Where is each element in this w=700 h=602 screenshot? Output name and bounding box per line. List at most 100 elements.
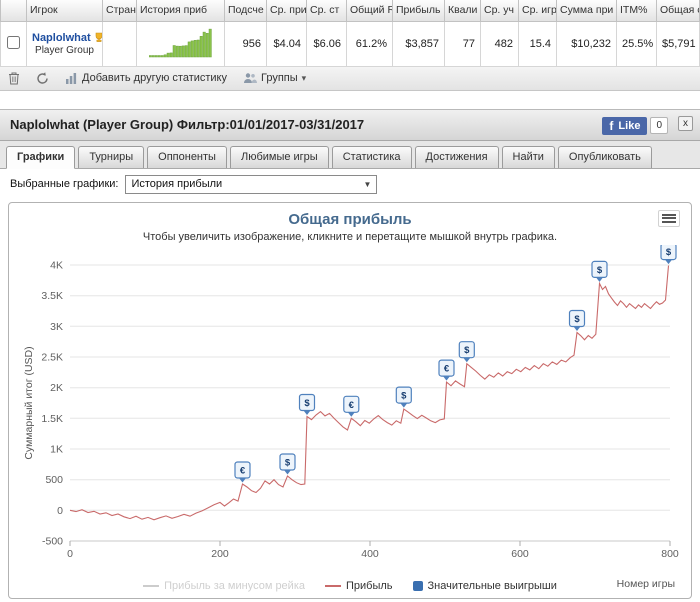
refresh-button[interactable] (36, 71, 49, 85)
svg-text:200: 200 (211, 548, 229, 560)
tab-favorite-games[interactable]: Любимые игры (229, 145, 329, 168)
svg-text:-500: -500 (42, 535, 63, 547)
delete-button[interactable] (8, 72, 20, 85)
panel-header: Naplolwhat (Player Group) Фильтр:01/01/2… (0, 108, 700, 141)
column-header-avg-profit[interactable]: Ср. при (266, 0, 307, 22)
svg-text:4K: 4K (50, 259, 63, 271)
column-header-avg-games[interactable]: Ср. игр (518, 0, 557, 22)
svg-text:$: $ (574, 314, 580, 325)
tab-achievements[interactable]: Достижения (414, 145, 499, 168)
profit-history-cell (136, 20, 225, 67)
country-cell (102, 20, 137, 67)
svg-text:$: $ (597, 264, 603, 275)
column-header-total[interactable]: Общая с (656, 0, 700, 22)
column-header-total-roi[interactable]: Общий R (346, 0, 393, 22)
svg-text:2.5K: 2.5K (41, 351, 63, 363)
column-header-total-prize[interactable]: Сумма при (556, 0, 617, 22)
facebook-like-button[interactable]: f Like (602, 116, 648, 135)
selected-chart-value: История прибыли (131, 178, 223, 190)
selected-charts-dropdown[interactable]: История прибыли ▼ (125, 174, 378, 194)
x-axis-label: Номер игры (616, 577, 675, 590)
table-header-row: Игрок Стран История приб Подсче Ср. при … (0, 0, 700, 22)
column-header-itm[interactable]: ITM% (616, 0, 657, 22)
svg-text:600: 600 (511, 548, 529, 560)
column-header-avg-entrants[interactable]: Ср. уч (480, 0, 519, 22)
stat-avg-entrants: 482 (480, 20, 519, 67)
chart-select-row: Выбранные графики: История прибыли ▼ (0, 168, 700, 200)
svg-text:$: $ (401, 390, 407, 401)
tab-opponents[interactable]: Оппоненты (147, 145, 227, 168)
svg-text:$: $ (285, 457, 291, 468)
svg-text:500: 500 (45, 474, 63, 486)
tab-publish[interactable]: Опубликовать (557, 145, 652, 168)
chart-subtitle: Чтобы увеличить изображение, кликните и … (142, 230, 558, 243)
player-group-label: Player Group (35, 44, 94, 56)
panel-title: Naplolwhat (Player Group) Фильтр:01/01/2… (10, 117, 365, 132)
svg-text:€: € (444, 363, 450, 374)
svg-text:$: $ (304, 398, 310, 409)
legend-item-significant-wins[interactable]: Значительные выигрыши (412, 579, 557, 592)
svg-text:2K: 2K (50, 382, 63, 394)
chart-title: Общая прибыль (288, 210, 412, 228)
stat-itm: 25.5% (616, 20, 657, 67)
stat-total-prize: $10,232 (556, 20, 617, 67)
row-checkbox[interactable] (7, 35, 20, 49)
svg-text:0: 0 (57, 504, 63, 516)
close-button[interactable]: x (678, 115, 693, 131)
groups-label: Группы (261, 72, 298, 84)
table-toolbar: Добавить другую статистику Группы ▾ (0, 66, 700, 91)
tab-bar: Графики Турниры Оппоненты Любимые игры С… (0, 140, 700, 169)
chart-body: Суммарный итог (USD) -500 0 500 1K 1.5K 2K 2.5… (16, 242, 684, 578)
column-header-count[interactable]: Подсче (224, 0, 267, 22)
chart-legend: Прибыль за минусом рейка Прибыль Значите… (16, 578, 684, 594)
stat-avg-games: 15.4 (518, 20, 557, 67)
selected-charts-label: Выбранные графики: (10, 178, 119, 190)
tab-charts[interactable]: Графики (6, 145, 76, 169)
column-header-avg-stake[interactable]: Ср. ст (306, 0, 347, 22)
svg-text:400: 400 (361, 548, 379, 560)
tab-tournaments[interactable]: Турниры (78, 145, 145, 168)
trophy-icon (95, 32, 102, 42)
stat-quali: 77 (444, 20, 481, 67)
spacer (0, 91, 700, 109)
y-axis-label: Суммарный итог (USD) (23, 345, 35, 460)
stat-avg-stake: $6.06 (306, 20, 347, 67)
stat-profit: $3,857 (392, 20, 445, 67)
svg-text:0: 0 (67, 548, 73, 560)
svg-text:800: 800 (661, 548, 679, 560)
tab-find[interactable]: Найти (501, 145, 555, 168)
legend-label: Значительные выигрыши (427, 579, 557, 592)
legend-item-profit[interactable]: Прибыль (325, 580, 393, 592)
column-header-player[interactable]: Игрок (26, 0, 103, 22)
groups-button[interactable]: Группы ▾ (243, 72, 306, 84)
svg-text:$: $ (666, 247, 672, 258)
tab-statistics[interactable]: Статистика (331, 145, 412, 168)
column-header-country[interactable]: Стран (102, 0, 137, 22)
svg-text:3K: 3K (50, 320, 63, 332)
column-header-quali[interactable]: Квали (444, 0, 481, 22)
column-header-profit-history[interactable]: История приб (136, 0, 225, 22)
trash-icon (9, 72, 19, 84)
facebook-icon: f (609, 118, 614, 133)
player-name-link[interactable]: Naplolwhat (32, 31, 102, 44)
stat-avg-profit: $4.04 (266, 20, 307, 67)
table-row: Naplolwhat Player Group 956 $4.04 $6.06 … (0, 20, 700, 67)
stat-count: 956 (224, 20, 267, 67)
like-label: Like (618, 119, 641, 132)
legend-item-profit-minus-rake[interactable]: Прибыль за минусом рейка (143, 580, 305, 592)
profit-chart-plot[interactable]: -500 0 500 1K 1.5K 2K 2.5K 3K 3.5K 4K 0 200 400 600 80… (16, 242, 684, 573)
player-name: Naplolwhat (32, 31, 91, 44)
svg-text:3.5K: 3.5K (41, 290, 63, 302)
stat-total-roi: 61.2% (346, 20, 393, 67)
add-statistic-icon (66, 72, 77, 84)
player-cell: Naplolwhat Player Group (26, 20, 103, 67)
legend-label: Прибыль за минусом рейка (164, 579, 305, 592)
add-statistic-button[interactable]: Добавить другую статистику (65, 72, 227, 85)
column-header-profit[interactable]: Прибыль (392, 0, 445, 22)
svg-text:$: $ (464, 345, 470, 356)
chart-panel: Общая прибыль Чтобы увеличить изображени… (8, 201, 692, 599)
stat-total: $5,791 (656, 20, 700, 67)
chart-menu-button[interactable] (658, 209, 680, 227)
legend-swatch (143, 584, 160, 587)
legend-swatch (412, 580, 423, 591)
